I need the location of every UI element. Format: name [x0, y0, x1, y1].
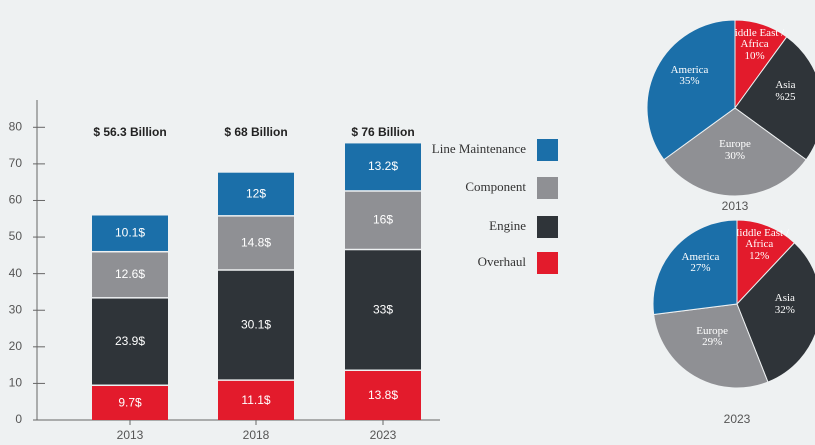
total-label: $ 76 Billion [351, 125, 414, 139]
pie-category: Asia [774, 293, 795, 305]
pie-label-box: Middle East / Africa 10% [720, 28, 790, 63]
pie-slice [736, 219, 796, 306]
pie-value-label: 35% [679, 75, 700, 88]
y-tick-label: 20 [9, 339, 23, 353]
pie-label-box: America 35% [655, 65, 725, 88]
pie-title: 2013 [722, 199, 749, 213]
pie-label-box: Middle East / Africa 12% [724, 228, 794, 263]
pie-slice [663, 107, 807, 197]
pie-label-box: Asia %25 [750, 80, 815, 103]
y-tick-label: 40 [9, 266, 23, 280]
x-tick-label: 2013 [117, 428, 144, 442]
pie-slice [652, 219, 738, 316]
value-label: 16$ [373, 213, 393, 227]
value-label: 33$ [373, 302, 393, 316]
pie-category: America [670, 64, 709, 76]
value-label: 13.2$ [368, 159, 398, 173]
bar-segment [218, 172, 294, 216]
pie-category: Europe [719, 139, 751, 151]
legend-swatch [537, 139, 558, 161]
y-tick-label: 60 [9, 193, 23, 207]
bar-segment [92, 215, 168, 251]
bar-segment [92, 298, 168, 385]
pie-slice [653, 303, 769, 389]
pie-label: Asia%25 [750, 80, 815, 103]
value-label: 13.8$ [368, 388, 398, 402]
pie-category: Middle East / Africa [724, 27, 785, 51]
bar-segment [218, 380, 294, 420]
pie-category: America [681, 251, 720, 263]
legend-swatch [537, 252, 558, 274]
pie-category: Asia [775, 80, 796, 91]
legend-label: Overhaul [478, 254, 527, 269]
y-tick-label: 10 [9, 376, 23, 390]
value-label: 12.6$ [115, 267, 145, 281]
pie-label-box: Europe 29% [677, 326, 747, 349]
y-tick-label: 0 [15, 412, 22, 426]
legend-label: Engine [489, 218, 526, 233]
pie-value-label: 32% [774, 303, 795, 316]
total-label: $ 56.3 Billion [93, 125, 166, 139]
pie-value-label: 30% [724, 149, 746, 162]
legend-swatch [537, 177, 558, 199]
pie-label-box: America 27% [665, 252, 735, 275]
y-tick-label: 30 [9, 302, 23, 316]
pie-slice [734, 36, 815, 161]
x-tick-label: 2023 [370, 428, 397, 442]
pie-label-box: Asia 32% [750, 293, 815, 316]
bar-segment [345, 191, 421, 249]
y-tick-label: 70 [9, 156, 23, 170]
pie-value-label: 29% [702, 336, 723, 349]
value-label: 23.9$ [115, 334, 145, 348]
pie-value-label: 27% [690, 262, 711, 275]
value-label: 9.7$ [118, 395, 142, 409]
legend-label: Line Maintenance [432, 141, 526, 156]
pie-category: Europe [696, 325, 729, 337]
value-label: 14.8$ [241, 235, 271, 249]
pie-value-label: 10% [744, 49, 765, 62]
pie-slice [736, 242, 815, 383]
pie-category: Middle East / Africa [729, 227, 789, 251]
y-tick-label: 80 [9, 119, 23, 133]
value-label: 12$ [246, 186, 266, 200]
pie-slice [646, 19, 736, 161]
x-tick-label: 2018 [243, 428, 270, 442]
pie-title: 2023 [724, 412, 751, 426]
legend-swatch [537, 216, 558, 238]
pie-value-label: %25 [775, 90, 796, 103]
legend-label: Component [465, 179, 526, 194]
value-label: 10.1$ [115, 226, 145, 240]
bar-segment [345, 250, 421, 370]
y-tick-label: 50 [9, 229, 23, 243]
bar-segment [92, 386, 168, 420]
value-label: 30.1$ [241, 317, 271, 331]
pie-value-label: 12% [749, 249, 770, 262]
bar-segment [92, 252, 168, 298]
bar-segment [345, 371, 421, 420]
pie-label-box: Europe 30% [700, 139, 770, 162]
bar-segment [218, 216, 294, 270]
value-label: 11.1$ [241, 393, 270, 407]
total-label: $ 68 Billion [224, 125, 287, 139]
bar-segment [345, 143, 421, 191]
bar-segment [218, 270, 294, 380]
